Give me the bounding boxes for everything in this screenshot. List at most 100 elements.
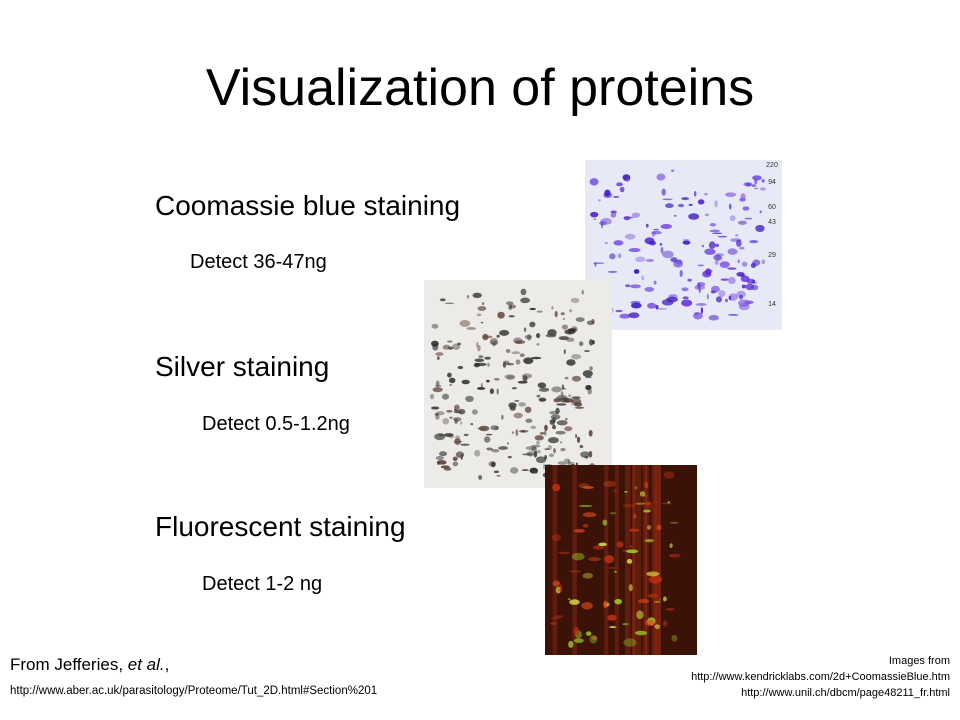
gel-spot [635,256,646,263]
gel-spot [714,260,719,265]
gel-spot [625,284,631,288]
gel-spot [547,444,553,450]
gel-spot [435,413,440,420]
gel-spot [619,186,625,193]
gel-spot [754,187,758,190]
gel-spot [531,446,537,452]
gel-spot [496,388,499,395]
gel-spot [695,303,707,306]
gel-spot [704,213,710,217]
gel-spot [530,425,537,429]
gel-spot [609,253,616,260]
gel-spot [728,295,732,301]
gel-spot [659,242,663,246]
gel-spot [552,580,561,587]
gel-spot [727,313,739,316]
gel-spot [622,549,627,552]
gel-spot [736,239,742,247]
gel-spot [573,638,584,643]
gel-spot [447,346,454,350]
gel-spot [448,377,456,384]
citation-text: , [164,655,170,674]
gel-spot [514,340,526,344]
gel-spot [591,340,595,345]
citation: From Jefferies, et al., [10,655,169,675]
gel-spot [446,409,453,413]
gel-spot [496,474,501,477]
gel-spot [515,429,519,437]
gel-spot [616,541,624,548]
gel-spot [465,395,474,403]
gel-spot [713,254,722,261]
gel-spot [604,242,609,245]
gel-spot [651,465,658,655]
gel-marker: 29 [768,252,776,259]
gel-spot [473,362,480,368]
gel-spot [633,269,640,274]
gel-spot [561,384,564,390]
gel-marker: 43 [768,219,776,226]
gel-spot [545,333,557,338]
gel-spot [476,387,486,390]
gel-spot [536,343,540,346]
gel-spot [507,442,510,445]
gel-spot [484,356,491,360]
gel-spot [725,192,737,197]
gel-spot [578,504,593,507]
gel-spot [438,433,444,437]
gel-spot [523,327,527,332]
gel-spot [567,598,571,601]
gel-spot [499,329,510,336]
gel-spot [688,213,700,220]
gel-spot [571,552,585,561]
gel-spot [520,297,530,304]
gel-spot [700,307,704,315]
gel-spot [554,615,564,618]
heading: Fluorescent staining [155,511,406,542]
gel-spot [537,382,547,389]
gel-spot [643,509,651,513]
gel-spot [589,635,598,644]
gel-spot [708,241,716,249]
gel-spot [646,571,660,577]
gel-spot [755,224,765,233]
gel-spot [654,624,661,629]
gel-spot [669,553,681,558]
gel-spot [587,557,601,562]
gel-spot [517,380,528,384]
gel-spot [587,388,592,395]
gel-spot [564,376,569,380]
gel-spot [644,619,656,627]
gel-spot [505,301,514,306]
gel-spot [623,638,637,647]
gel-spot [622,174,631,181]
gel-spot [460,443,470,446]
gel-spot [536,310,543,313]
gel-spot [711,232,723,235]
gel-spot [474,449,481,457]
gel-spot [693,191,697,197]
gel-spot [635,502,646,505]
gel-spot [644,465,648,655]
gel-spot [759,187,767,191]
gel-spot [551,534,562,542]
gel-spot [648,575,662,584]
gel-spot [506,375,515,381]
gel-spot [720,278,729,281]
gel-spot [502,361,507,368]
gel-spot [656,524,662,531]
gel-spot [701,244,705,248]
gel-spot [555,430,566,435]
gel-spot [639,491,646,497]
gel-spot [521,430,525,433]
gel-spot [436,356,440,360]
fluorescent-gel [545,465,697,655]
gel-spot [751,184,757,187]
gel-spot [644,501,652,506]
gel-spot [550,414,561,420]
gel-spot [563,349,566,355]
gel-spot [613,196,620,198]
gel-spot [670,257,678,263]
gel-spot [507,455,512,459]
